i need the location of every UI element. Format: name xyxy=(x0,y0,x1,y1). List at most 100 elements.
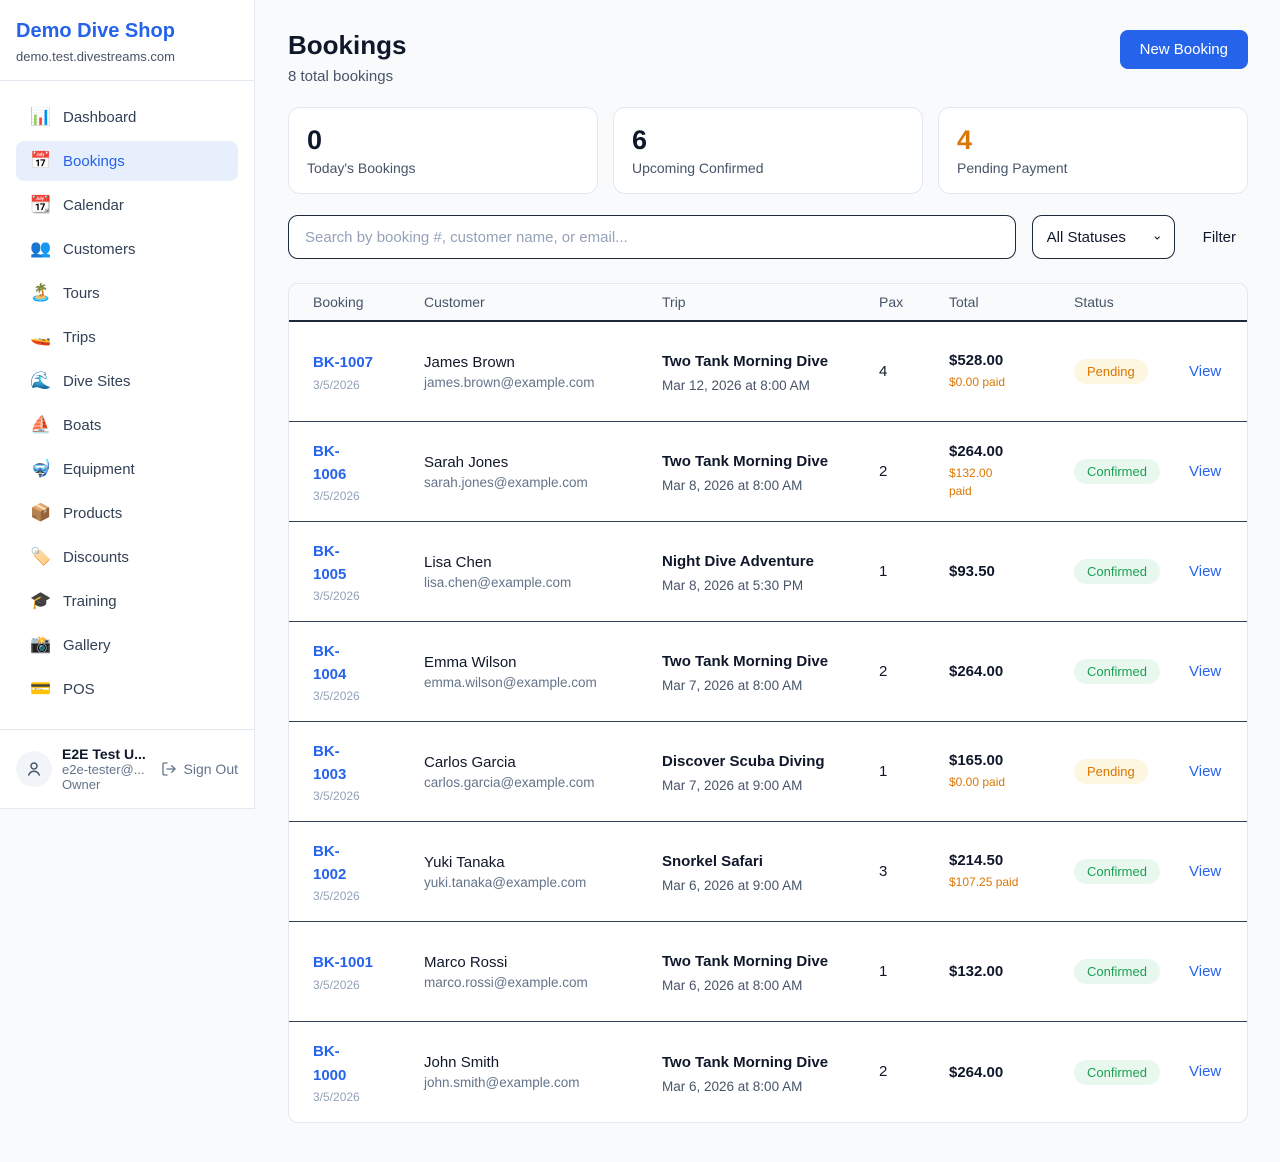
customer-cell: John Smith john.smith@example.com xyxy=(400,1038,638,1106)
trip-name: Two Tank Morning Dive xyxy=(662,1053,829,1071)
sidebar-item-label: Gallery xyxy=(63,636,111,654)
sidebar-item-equipment[interactable]: 🤿 Equipment xyxy=(16,449,238,489)
sidebar-item-dive-sites[interactable]: 🌊 Dive Sites xyxy=(16,361,238,401)
sidebar-nav: 📊 Dashboard 📅 Bookings 📆 Calendar 👥 Cust… xyxy=(0,81,254,729)
sidebar-item-label: Bookings xyxy=(63,152,125,170)
search-input[interactable] xyxy=(288,215,1016,260)
sidebar-item-products[interactable]: 📦 Products xyxy=(16,493,238,533)
view-link[interactable]: View xyxy=(1189,962,1222,980)
booking-id-link[interactable]: BK- 1004 xyxy=(313,642,347,684)
avatar xyxy=(16,751,52,787)
booking-id-link[interactable]: BK- 1000 xyxy=(313,1043,347,1084)
customer-name: Sarah Jones xyxy=(424,453,509,471)
sidebar-item-boats[interactable]: ⛵ Boats xyxy=(16,405,238,445)
table-row: BK- 1000 3/5/2026 John Smith john.smith@… xyxy=(289,1022,1247,1122)
customer-name: Marco Rossi xyxy=(424,953,508,971)
view-link[interactable]: View xyxy=(1189,762,1222,780)
view-link[interactable]: View xyxy=(1189,1063,1222,1081)
sidebar-item-discounts[interactable]: 🏷️ Discounts xyxy=(16,537,238,577)
sidebar-item-trips[interactable]: 🚤 Trips xyxy=(16,317,238,357)
view-link[interactable]: View xyxy=(1189,862,1222,880)
speedboat-icon: 🚤 xyxy=(30,327,52,346)
camera-icon: 📸 xyxy=(30,635,52,654)
view-link[interactable]: View xyxy=(1189,662,1222,680)
customer-email: marco.rossi@example.com xyxy=(424,974,588,990)
sidebar-item-calendar[interactable]: 📆 Calendar xyxy=(16,185,238,225)
booking-id-link[interactable]: BK- 1005 xyxy=(313,542,347,584)
graduation-cap-icon: 🎓 xyxy=(30,591,52,610)
credit-card-icon: 💳 xyxy=(30,679,52,698)
pax-cell: 2 xyxy=(855,447,925,497)
booking-cell: BK- 1003 3/5/2026 xyxy=(289,724,400,820)
stat-value: 4 xyxy=(957,125,973,155)
status-cell: Pending xyxy=(1050,743,1165,800)
stat-card: 0 Today's Bookings xyxy=(288,107,598,195)
sidebar-item-tours[interactable]: 🏝️ Tours xyxy=(16,273,238,313)
total-cell: $214.50 $107.25 paid xyxy=(925,836,1050,907)
shop-name: Demo Dive Shop xyxy=(16,20,175,42)
booking-id-link[interactable]: BK-1007 xyxy=(313,354,374,372)
new-booking-button[interactable]: New Booking xyxy=(1119,30,1248,69)
sidebar-item-label: Training xyxy=(63,592,117,610)
booking-id-link[interactable]: BK- 1002 xyxy=(313,842,347,884)
total-amount: $132.00 xyxy=(949,963,1004,981)
sidebar-item-training[interactable]: 🎓 Training xyxy=(16,581,238,621)
status-badge: Confirmed xyxy=(1074,1059,1160,1085)
filter-button[interactable]: Filter xyxy=(1191,229,1248,246)
column-header-total: Total xyxy=(949,294,979,311)
customer-name: Emma Wilson xyxy=(424,653,517,671)
customer-cell: James Brown james.brown@example.com xyxy=(400,338,638,406)
trip-date: Mar 6, 2026 at 9:00 AM xyxy=(662,878,803,894)
pax-value: 2 xyxy=(879,462,888,480)
status-badge: Pending xyxy=(1074,359,1148,385)
column-header-pax: Pax xyxy=(879,294,904,311)
sidebar-item-customers[interactable]: 👥 Customers xyxy=(16,229,238,269)
sidebar-item-label: Equipment xyxy=(63,460,135,478)
status-cell: Confirmed xyxy=(1050,543,1165,600)
status-cell: Pending xyxy=(1050,343,1165,400)
booking-date: 3/5/2026 xyxy=(313,1089,360,1104)
status-badge: Pending xyxy=(1074,759,1148,785)
trip-name: Two Tank Morning Dive xyxy=(662,453,829,471)
booking-id-link[interactable]: BK- 1006 xyxy=(313,442,347,484)
sidebar-item-label: Dive Sites xyxy=(63,372,131,390)
trip-name: Discover Scuba Diving xyxy=(662,753,825,771)
view-link[interactable]: View xyxy=(1189,462,1222,480)
trip-date: Mar 7, 2026 at 8:00 AM xyxy=(662,678,803,694)
booking-id-link[interactable]: BK-1001 xyxy=(313,954,374,972)
status-badge: Confirmed xyxy=(1074,659,1160,685)
sidebar-item-label: Dashboard xyxy=(63,108,137,126)
customer-email: yuki.tanaka@example.com xyxy=(424,874,587,890)
actions-cell: View xyxy=(1165,847,1247,897)
table-header-row: Booking Customer Trip Pax Total Status xyxy=(289,284,1247,323)
sidebar-item-pos[interactable]: 💳 POS xyxy=(16,669,238,709)
customer-email: emma.wilson@example.com xyxy=(424,674,597,690)
booking-cell: BK-1007 3/5/2026 xyxy=(289,335,400,407)
pax-value: 1 xyxy=(879,962,888,980)
stat-card: 6 Upcoming Confirmed xyxy=(613,107,923,195)
sidebar-item-gallery[interactable]: 📸 Gallery xyxy=(16,625,238,665)
trip-name: Two Tank Morning Dive xyxy=(662,953,829,971)
sign-out-button[interactable]: Sign Out xyxy=(161,761,238,777)
total-cell: $264.00 $132.00 paid xyxy=(925,427,1050,516)
view-link[interactable]: View xyxy=(1189,562,1222,580)
status-badge: Confirmed xyxy=(1074,559,1160,585)
status-select[interactable]: All Statuses xyxy=(1031,215,1175,260)
page-title: Bookings xyxy=(288,30,407,60)
total-amount: $264.00 xyxy=(949,663,1004,681)
pax-cell: 3 xyxy=(855,847,925,897)
sidebar-item-bookings[interactable]: 📅 Bookings xyxy=(16,141,238,181)
booking-id-link[interactable]: BK- 1003 xyxy=(313,742,347,784)
table-row: BK- 1003 3/5/2026 Carlos Garcia carlos.g… xyxy=(289,722,1247,823)
sidebar-item-label: Products xyxy=(63,504,123,522)
trip-name: Snorkel Safari xyxy=(662,853,763,871)
stat-label: Today's Bookings xyxy=(307,160,416,177)
booking-date: 3/5/2026 xyxy=(313,377,360,392)
status-cell: Confirmed xyxy=(1050,1044,1165,1101)
total-paid: $107.25 paid xyxy=(949,875,1019,890)
sidebar-item-dashboard[interactable]: 📊 Dashboard xyxy=(16,97,238,137)
pax-value: 2 xyxy=(879,662,888,680)
view-link[interactable]: View xyxy=(1189,362,1222,380)
table-row: BK-1007 3/5/2026 James Brown james.brown… xyxy=(289,322,1247,423)
people-icon: 👥 xyxy=(30,239,52,258)
